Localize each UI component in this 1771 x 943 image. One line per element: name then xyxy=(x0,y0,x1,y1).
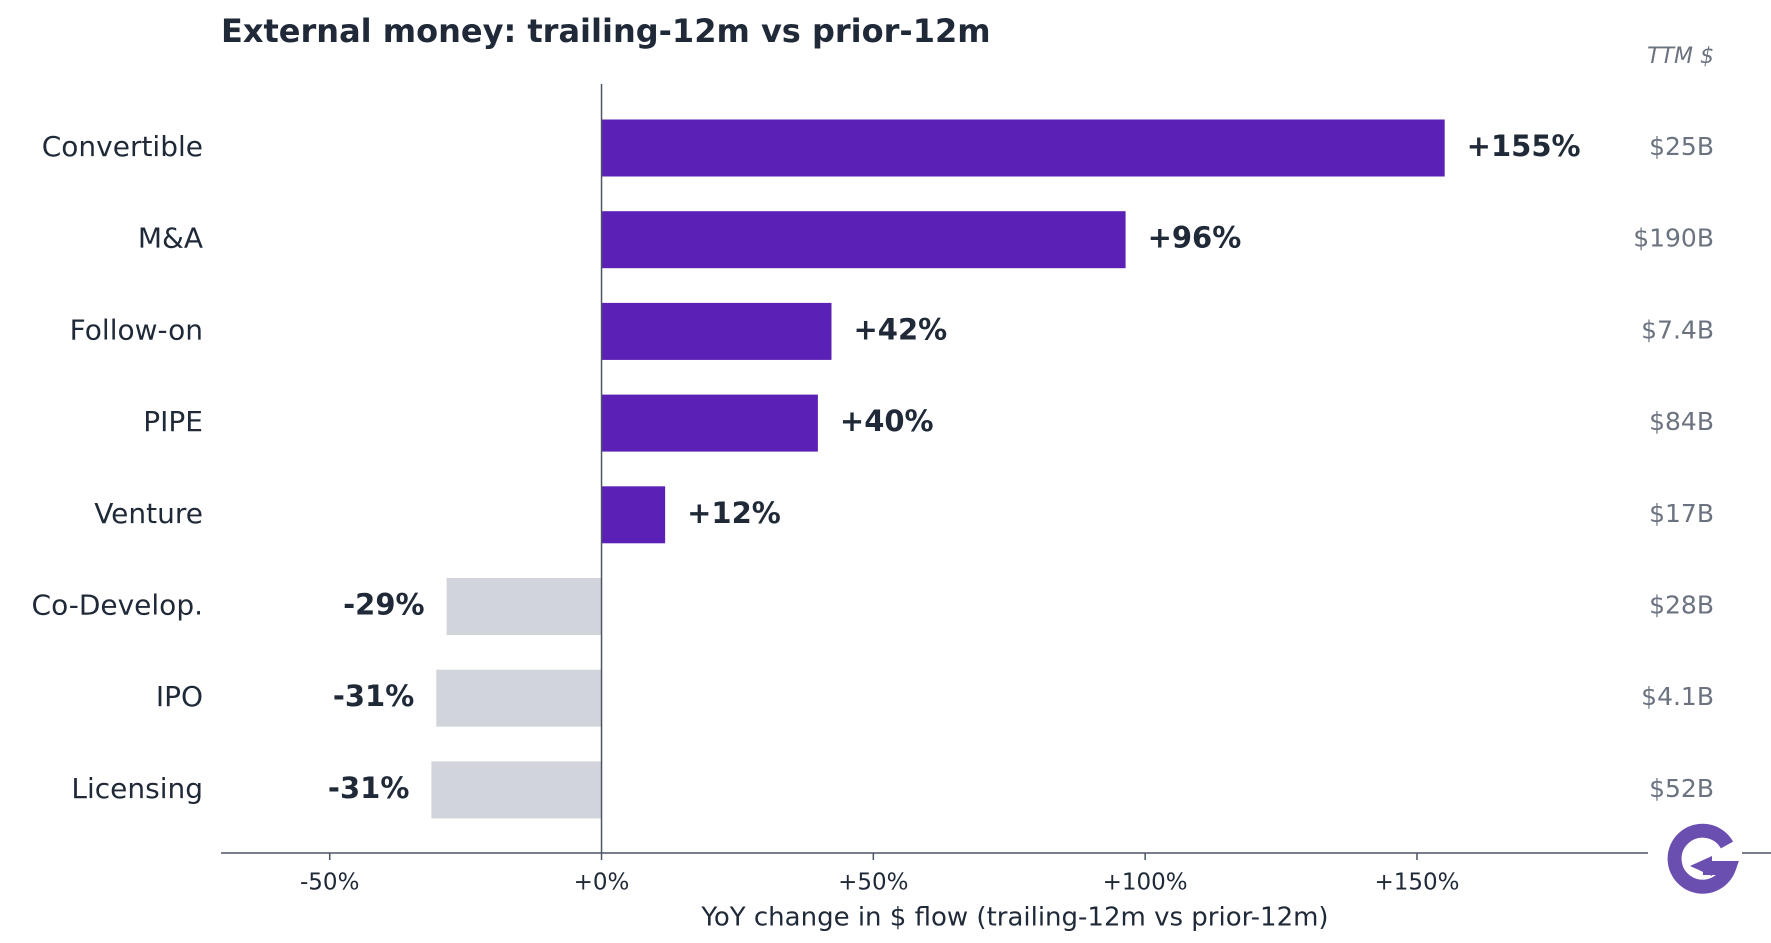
side-label: $7.4B xyxy=(1641,315,1714,344)
y-tick-label: Licensing xyxy=(71,772,203,805)
value-label: +42% xyxy=(853,312,947,346)
bar xyxy=(436,669,602,727)
y-tick-label: Convertible xyxy=(42,130,203,163)
x-tick-label: -50% xyxy=(300,870,359,896)
value-label: +155% xyxy=(1467,129,1581,163)
value-label: -31% xyxy=(333,679,414,713)
bar xyxy=(601,119,1445,177)
x-tick-label: +0% xyxy=(574,870,630,896)
bar xyxy=(601,302,832,360)
y-tick-label: Co-Develop. xyxy=(32,589,203,622)
bar xyxy=(601,486,666,544)
x-axis-label: YoY change in $ flow (trailing-12m vs pr… xyxy=(700,903,1328,933)
y-tick-label: Venture xyxy=(94,497,203,530)
x-tick-label: +150% xyxy=(1374,870,1459,896)
bar xyxy=(601,211,1126,269)
side-label: $25B xyxy=(1649,132,1714,161)
side-label: $4.1B xyxy=(1641,682,1714,711)
side-header: TTM $ xyxy=(1647,44,1714,69)
value-label: +40% xyxy=(840,404,934,438)
side-label: $28B xyxy=(1649,591,1714,620)
side-label: $84B xyxy=(1649,407,1714,436)
side-label: $17B xyxy=(1649,499,1714,528)
side-label: $52B xyxy=(1649,774,1714,803)
bar xyxy=(431,761,602,819)
x-tick-label: +50% xyxy=(838,870,908,896)
logo xyxy=(1667,823,1739,894)
x-tick-label: +100% xyxy=(1103,870,1188,896)
chart-title: External money: trailing-12m vs prior-12… xyxy=(221,12,991,50)
y-tick-label: Follow-on xyxy=(70,313,203,346)
y-tick-label: M&A xyxy=(138,222,203,255)
side-label: $190B xyxy=(1633,224,1714,253)
value-label: -29% xyxy=(343,588,424,622)
bar xyxy=(446,578,602,635)
y-tick-label: PIPE xyxy=(143,405,203,438)
bar xyxy=(601,394,818,452)
y-tick-label: IPO xyxy=(156,680,203,713)
value-label: -31% xyxy=(328,771,409,805)
value-label: +96% xyxy=(1148,221,1242,255)
value-label: +12% xyxy=(687,496,781,530)
